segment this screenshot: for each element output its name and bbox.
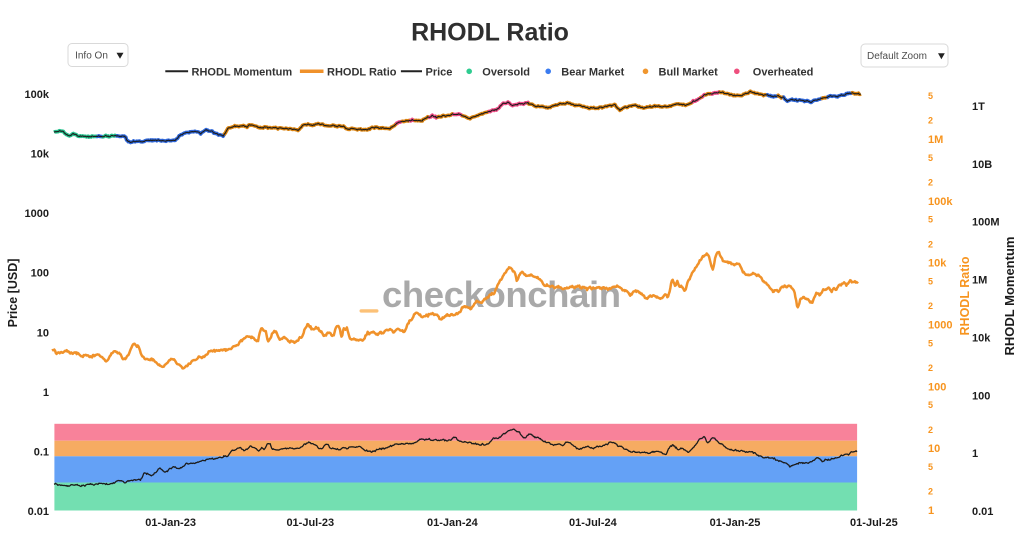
svg-text:2: 2	[928, 239, 933, 249]
svg-text:2: 2	[928, 301, 933, 311]
svg-text:100: 100	[972, 390, 990, 402]
svg-text:0.01: 0.01	[972, 506, 993, 518]
svg-text:10: 10	[37, 327, 49, 339]
svg-text:RHODL Ratio: RHODL Ratio	[327, 66, 397, 78]
svg-text:Price [USD]: Price [USD]	[6, 259, 20, 328]
svg-text:2: 2	[928, 487, 933, 497]
svg-text:0.1: 0.1	[34, 446, 49, 458]
svg-text:10k: 10k	[972, 332, 991, 344]
svg-text:5: 5	[928, 215, 933, 225]
svg-text:2: 2	[928, 116, 933, 126]
svg-text:10k: 10k	[928, 258, 947, 270]
svg-text:5: 5	[928, 153, 933, 163]
svg-text:RHODL Momentum: RHODL Momentum	[1002, 237, 1017, 356]
svg-text:10: 10	[928, 443, 940, 455]
svg-text:100k: 100k	[928, 196, 953, 208]
svg-text:5: 5	[928, 400, 933, 410]
svg-text:01-Jan-24: 01-Jan-24	[427, 517, 479, 529]
svg-text:RHODL Momentum: RHODL Momentum	[192, 66, 293, 78]
svg-text:5: 5	[928, 338, 933, 348]
svg-text:01-Jul-25: 01-Jul-25	[850, 517, 898, 529]
svg-text:Bear Market: Bear Market	[561, 66, 624, 78]
svg-text:RHODL Ratio: RHODL Ratio	[411, 19, 569, 47]
svg-text:2: 2	[928, 363, 933, 373]
svg-text:Oversold: Oversold	[482, 66, 530, 78]
svg-text:1T: 1T	[972, 101, 985, 113]
svg-text:5: 5	[928, 277, 933, 287]
svg-text:100k: 100k	[25, 89, 50, 101]
svg-text:100: 100	[31, 268, 49, 280]
svg-text:1: 1	[928, 505, 934, 517]
svg-text:1M: 1M	[972, 275, 987, 287]
svg-text:5: 5	[928, 91, 933, 101]
svg-text:01-Jul-23: 01-Jul-23	[286, 517, 334, 529]
svg-text:10k: 10k	[31, 149, 50, 161]
svg-text:2: 2	[928, 425, 933, 435]
svg-text:5: 5	[928, 462, 933, 472]
svg-text:01-Jul-24: 01-Jul-24	[569, 517, 618, 529]
svg-text:0.01: 0.01	[28, 506, 49, 518]
svg-text:01-Jan-23: 01-Jan-23	[145, 517, 196, 529]
svg-text:Info On: Info On	[75, 51, 108, 62]
svg-text:2: 2	[928, 177, 933, 187]
svg-text:01-Jan-25: 01-Jan-25	[710, 517, 761, 529]
svg-text:Default Zoom: Default Zoom	[867, 51, 927, 62]
svg-text:Price: Price	[426, 66, 453, 78]
svg-text:1: 1	[972, 448, 978, 460]
svg-text:100: 100	[928, 381, 946, 393]
svg-text:10B: 10B	[972, 159, 992, 171]
svg-text:1000: 1000	[928, 320, 952, 332]
svg-text:1: 1	[43, 387, 49, 399]
svg-text:Overheated: Overheated	[753, 66, 814, 78]
svg-text:100M: 100M	[972, 217, 1000, 229]
svg-text:RHODL Ratio: RHODL Ratio	[958, 256, 972, 335]
svg-text:1000: 1000	[25, 208, 49, 220]
svg-text:Bull Market: Bull Market	[659, 66, 719, 78]
svg-text:1M: 1M	[928, 134, 943, 146]
